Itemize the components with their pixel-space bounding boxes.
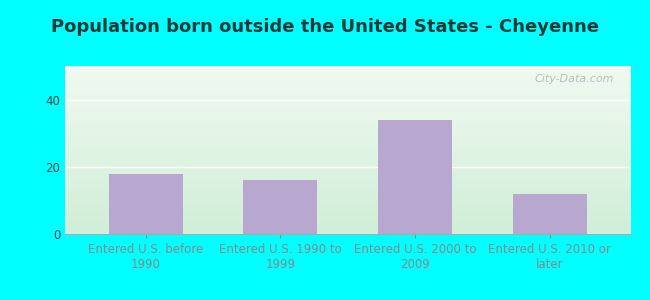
Text: City-Data.com: City-Data.com xyxy=(534,74,614,84)
Text: Population born outside the United States - Cheyenne: Population born outside the United State… xyxy=(51,18,599,36)
Bar xyxy=(243,180,317,234)
Bar xyxy=(378,120,452,234)
Bar xyxy=(109,173,183,234)
Bar xyxy=(513,194,587,234)
